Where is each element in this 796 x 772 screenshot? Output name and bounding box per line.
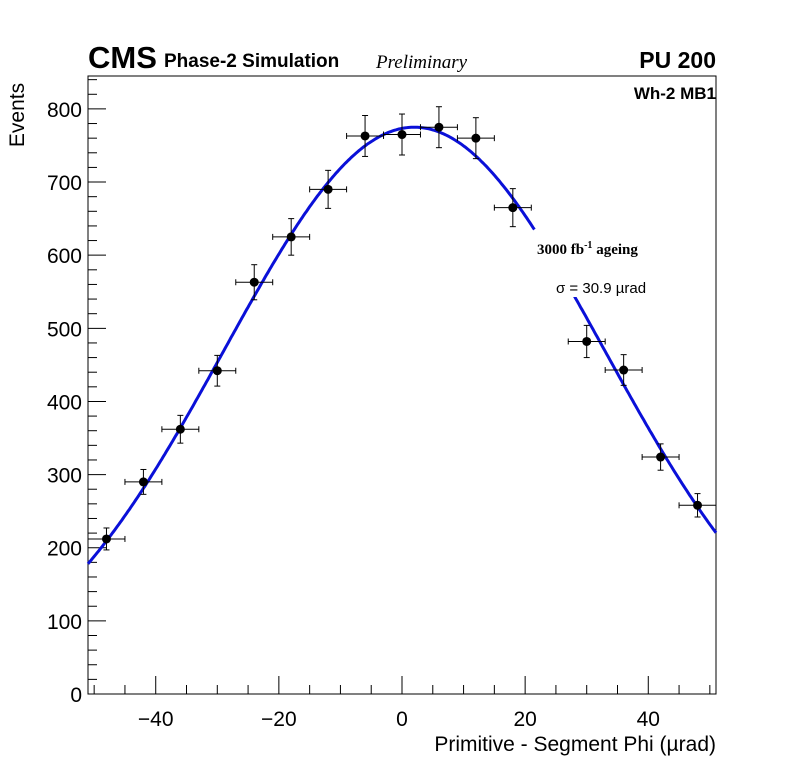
y-tick-label: 600 (47, 245, 82, 268)
y-tick-label: 500 (47, 318, 82, 341)
x-tick-label: 0 (396, 708, 408, 731)
data-point (434, 122, 444, 132)
preliminary-label: Preliminary (376, 52, 468, 73)
y-tick-label: 0 (70, 684, 82, 707)
data-points (87, 106, 717, 551)
sigma-label: σ = 30.9 µrad (556, 280, 647, 297)
y-tick-label: 400 (47, 391, 82, 414)
data-point (656, 452, 666, 462)
x-axis: −40 −20 0 20 40 (93, 676, 711, 731)
y-tick-label: 300 (47, 465, 82, 488)
x-axis-label: Primitive - Segment Phi (µrad) (434, 733, 716, 756)
ageing-label: 3000 fb-1 ageing (537, 240, 638, 259)
data-point (175, 424, 185, 434)
y-tick-label: 200 (47, 538, 82, 561)
data-point (508, 203, 518, 213)
data-point (101, 534, 111, 544)
data-point (286, 232, 296, 242)
data-point (397, 130, 407, 140)
y-tick-label: 800 (47, 99, 82, 122)
x-tick-label: −20 (261, 708, 297, 731)
data-point (360, 131, 370, 141)
data-point (693, 500, 703, 510)
ageing-text: 3000 fb (537, 242, 585, 258)
phase-label: Phase-2 Simulation (164, 51, 340, 72)
y-tick-label: 700 (47, 172, 82, 195)
data-point (138, 477, 148, 487)
data-point (323, 184, 333, 194)
y-tick-label: 100 (47, 611, 82, 634)
y-axis: 0 100 200 300 400 500 600 700 800 (47, 79, 106, 707)
ageing-suffix: ageing (592, 242, 638, 258)
data-point (619, 365, 629, 375)
station-label: Wh-2 MB1 (633, 84, 716, 103)
fit-curve (86, 125, 718, 565)
data-point (212, 366, 222, 376)
cms-logo: CMS (88, 40, 157, 75)
data-point (582, 336, 592, 346)
x-tick-label: −40 (138, 708, 174, 731)
data-point (249, 277, 259, 287)
data-point (471, 133, 481, 143)
x-tick-label: 40 (637, 708, 660, 731)
x-tick-label: 20 (513, 708, 536, 731)
ageing-exponent: -1 (584, 240, 593, 251)
y-axis-label: Events (6, 82, 29, 148)
pileup-label: PU 200 (639, 47, 716, 73)
